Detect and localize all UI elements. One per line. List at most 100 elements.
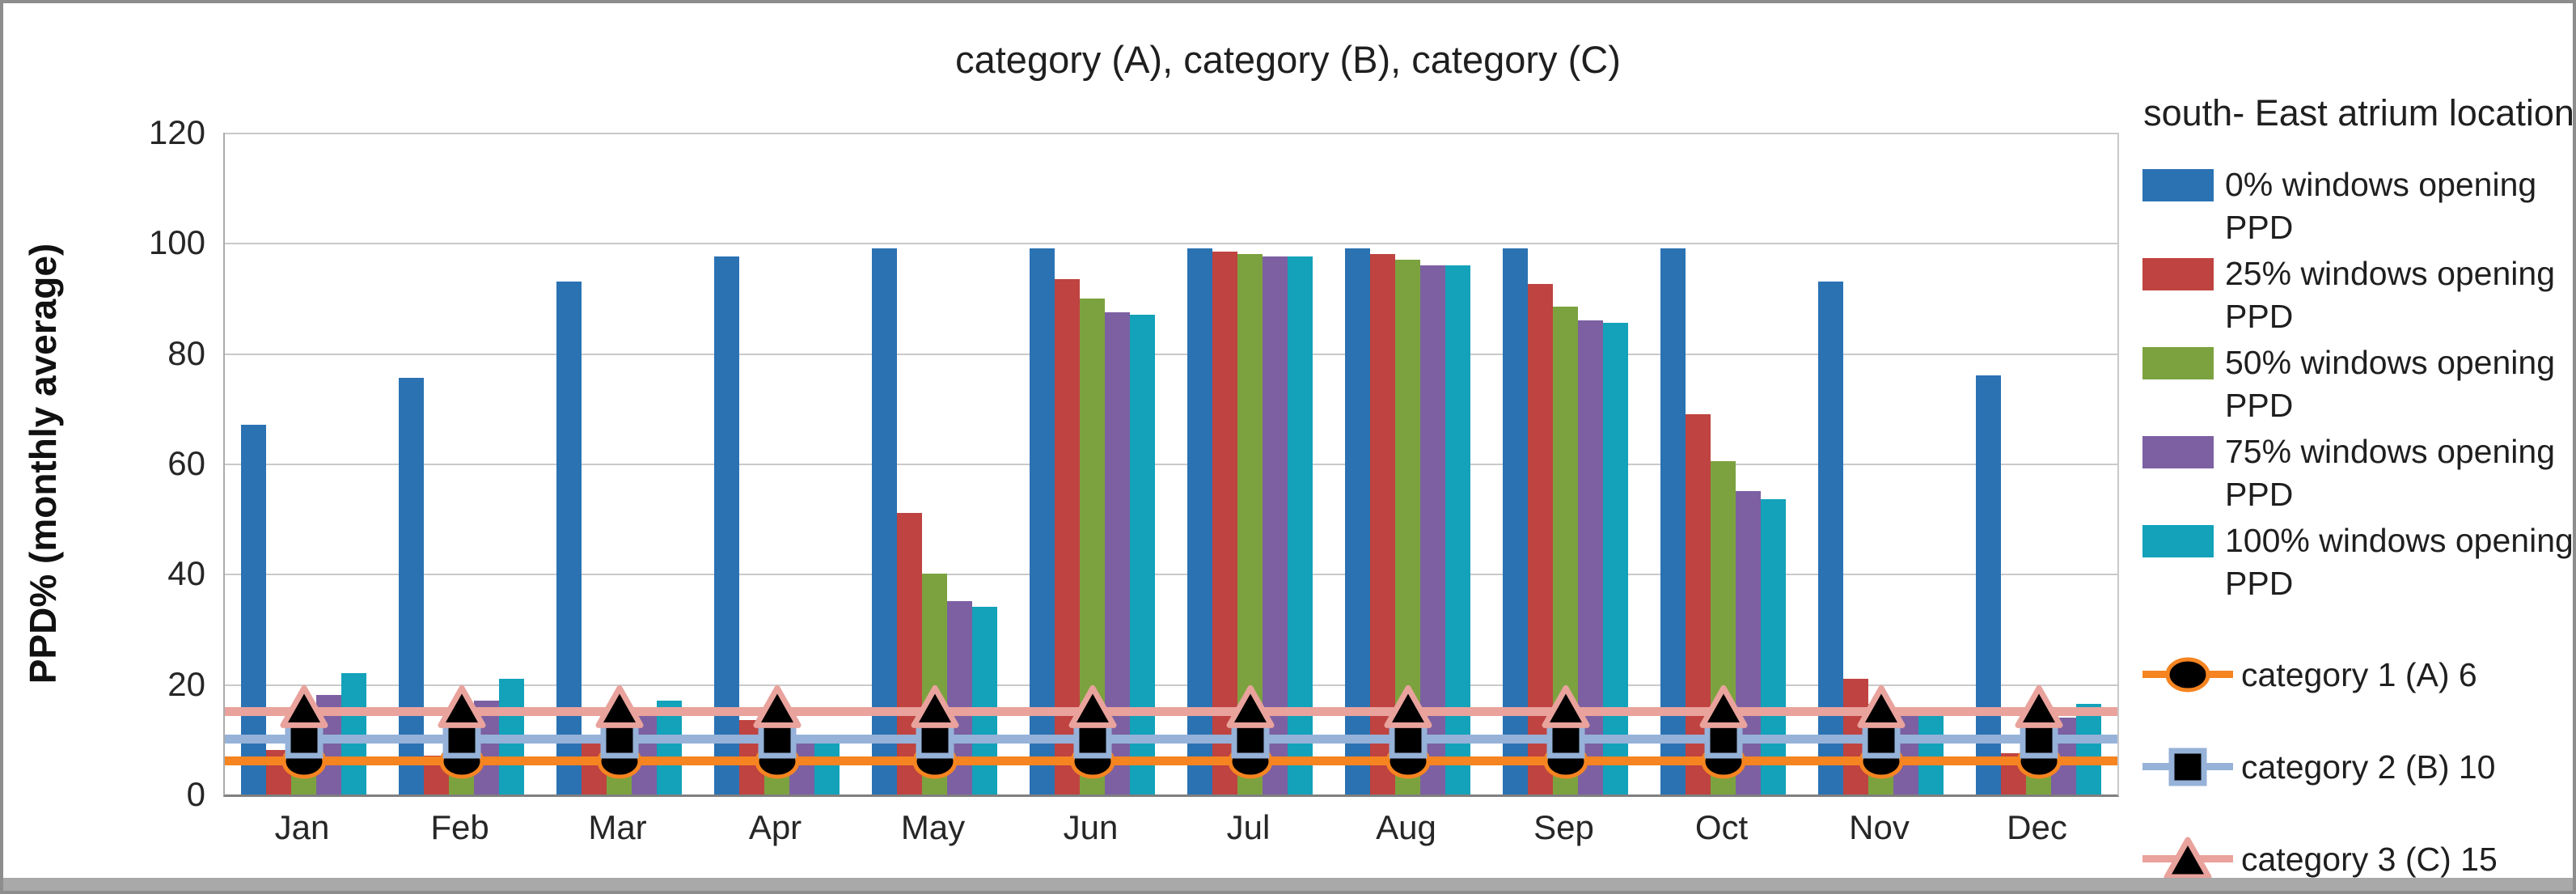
legend-item: category 3 (C) 15	[2142, 837, 2575, 882]
plot-area	[223, 133, 2119, 797]
bar	[1030, 248, 1055, 794]
bar	[1130, 314, 1155, 794]
x-tick-label: Dec	[2007, 808, 2067, 846]
bar-clusters	[225, 133, 2117, 794]
marker-triangle	[594, 684, 645, 730]
legend-triangle-marker-icon	[2142, 837, 2233, 882]
legend-square-marker-icon	[2142, 744, 2233, 790]
bar	[814, 742, 840, 794]
marker-triangle	[1067, 684, 1119, 730]
month-cluster-may	[856, 133, 1013, 794]
y-tick-label: 60	[167, 444, 205, 482]
legend-swatch	[2142, 169, 2214, 202]
bar	[1503, 248, 1528, 794]
marker-square	[751, 717, 803, 762]
bar	[1918, 711, 1944, 794]
bar	[341, 673, 366, 794]
chart-title: category (A), category (B), category (C)	[955, 38, 1621, 81]
bar	[1288, 256, 1313, 794]
legend-item: category 2 (B) 10	[2142, 744, 2575, 790]
legend-swatch	[2142, 347, 2214, 380]
legend-item: 25% windows opening PPD	[2142, 252, 2575, 338]
gridline	[225, 243, 2117, 245]
legend-label: 0% windows opening PPD	[2225, 166, 2537, 247]
gridline	[225, 574, 2117, 576]
y-tick-label: 40	[167, 554, 205, 593]
x-tick-label: Jun	[1063, 808, 1119, 846]
legend-label: category 2 (B) 10	[2241, 748, 2496, 786]
y-tick-label: 0	[186, 775, 205, 813]
x-tick-label: Mar	[588, 808, 647, 846]
legend: south- East atrium location 0% windows o…	[2142, 91, 2575, 882]
x-axis-labels: Jan Feb Mar Apr May Jun Jul Aug Sep Oct Nov Dec	[223, 808, 2116, 847]
legend-label: 75% windows opening PPD	[2225, 433, 2555, 514]
legend-title: south- East atrium location	[2143, 92, 2574, 133]
legend-label: 100% windows opening PPD	[2225, 522, 2574, 603]
legend-swatch	[2142, 436, 2214, 469]
bar	[1420, 265, 1445, 794]
bar	[1445, 265, 1470, 794]
marker-triangle	[278, 684, 330, 730]
x-tick-label: Feb	[430, 808, 489, 846]
marker-triangle	[436, 684, 488, 730]
marker-triangle	[2013, 684, 2065, 730]
bottom-divider	[3, 878, 2573, 891]
marker-triangle	[1855, 684, 1907, 730]
marker-triangle	[1698, 684, 1749, 730]
y-tick-label: 100	[148, 223, 205, 262]
y-axis-tick-labels: 0 20 40 60 80 100 120	[100, 113, 205, 813]
marker-triangle	[909, 684, 961, 730]
bar	[1818, 282, 1843, 794]
x-tick-label: Oct	[1694, 808, 1749, 846]
legend-label: 50% windows opening PPD	[2225, 344, 2555, 425]
month-cluster-jul	[1171, 133, 1329, 794]
x-tick-label: Jan	[274, 808, 330, 846]
bar	[1212, 251, 1237, 794]
legend-item: category 1 (A) 6	[2142, 652, 2575, 697]
marker-triangle	[751, 684, 803, 730]
bar	[872, 248, 897, 794]
bar	[657, 701, 682, 794]
bar	[1976, 375, 2001, 794]
gridline	[225, 684, 2117, 686]
gridline	[225, 464, 2117, 465]
legend-item: 100% windows opening PPD	[2142, 519, 2575, 605]
legend-items: 0% windows opening PPD 25% windows opening…	[2142, 163, 2575, 882]
legend-circle-marker-icon	[2142, 652, 2233, 697]
x-tick-label: Sep	[1533, 808, 1594, 846]
bar	[1761, 499, 1786, 794]
bar	[1603, 323, 1628, 794]
bar	[1263, 256, 1288, 794]
y-axis-title: PPD% (monthly average)	[22, 243, 64, 684]
series-line	[225, 734, 2117, 744]
bar	[714, 256, 739, 794]
legend-label: category 1 (A) 6	[2241, 655, 2477, 693]
x-tick-label: Apr	[748, 808, 802, 846]
marker-triangle	[1382, 684, 1434, 730]
bar	[972, 607, 997, 794]
bar	[1660, 248, 1686, 794]
gridline	[225, 353, 2117, 355]
y-tick-label: 120	[148, 113, 205, 151]
bar	[1187, 248, 1212, 794]
bar	[556, 282, 582, 794]
series-line	[225, 756, 2117, 766]
legend-label: category 3 (C) 15	[2241, 840, 2498, 878]
x-tick-label: Aug	[1376, 808, 1436, 846]
x-tick-label: May	[900, 808, 966, 846]
legend-swatch	[2142, 525, 2214, 558]
legend-label: 25% windows opening PPD	[2225, 255, 2555, 336]
legend-item: 75% windows opening PPD	[2142, 430, 2575, 516]
bar	[1370, 253, 1395, 794]
y-tick-label: 20	[167, 664, 205, 703]
y-tick-label: 80	[167, 333, 205, 372]
marker-square	[594, 717, 645, 762]
bar	[1345, 248, 1370, 794]
gridline	[225, 133, 2117, 134]
marker-triangle	[1225, 684, 1276, 730]
x-tick-label: Nov	[1849, 808, 1910, 846]
legend-swatch	[2142, 258, 2214, 291]
series-line	[225, 706, 2117, 716]
bar	[241, 425, 266, 794]
